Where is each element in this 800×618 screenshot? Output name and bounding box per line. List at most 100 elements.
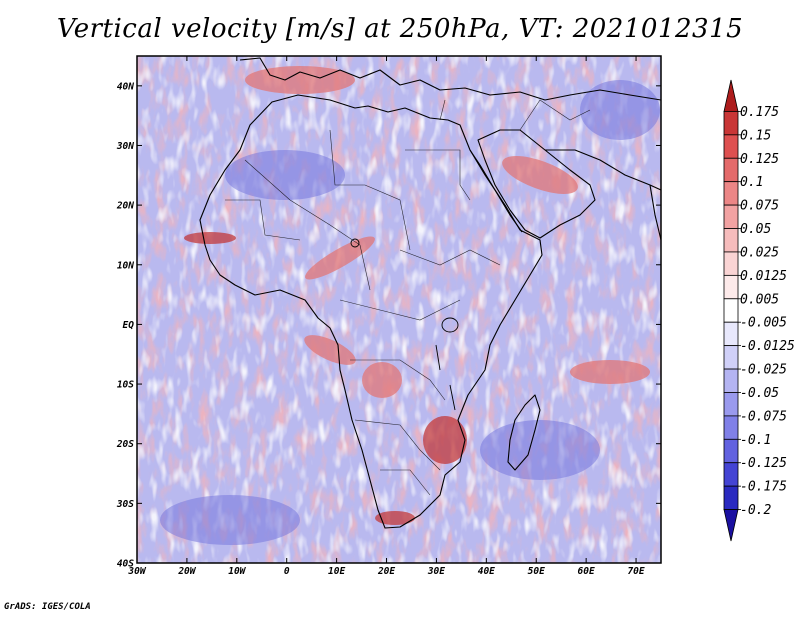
descent-region [160, 495, 300, 545]
india-coastline [649, 184, 661, 241]
lat-tick-label: 20N [116, 201, 134, 212]
country-border [380, 469, 431, 496]
ascent-region [362, 362, 402, 398]
colorbar-box [723, 134, 739, 159]
ascent-region [375, 511, 415, 525]
coastlines [199, 57, 661, 529]
ascent-region [305, 236, 375, 280]
colorbar-label: 0.1 [740, 175, 763, 190]
lake-chad [350, 238, 360, 248]
ascent-region [570, 360, 650, 384]
colorbar-box [723, 462, 739, 487]
ascent-region [245, 66, 355, 94]
lat-tick-label: 30N [116, 141, 134, 152]
lat-tick-label: 10N [117, 260, 134, 271]
country-border [244, 159, 371, 291]
lake-victoria [441, 317, 459, 333]
colorbar-box [723, 345, 739, 370]
colorbar-label: -0.125 [740, 456, 787, 471]
colorbar-arrow-top [723, 79, 739, 112]
colorbar-box [723, 298, 739, 323]
colorbar-label: -0.0125 [740, 339, 795, 354]
lon-tick-label: 30E [427, 566, 445, 577]
colorbar-box [723, 111, 739, 136]
colorbar-box [723, 228, 739, 253]
lon-tick-label: 10E [328, 566, 345, 577]
lon-tick-label: 40E [478, 566, 495, 577]
map-frame [136, 55, 662, 564]
colorbar-label: 0.15 [740, 128, 771, 143]
colorbar-label: -0.075 [740, 409, 787, 424]
lon-tick-label: 20W [177, 566, 196, 577]
country-border [339, 299, 461, 321]
ascent-region [423, 416, 467, 464]
lat-tick-label: 30S [116, 499, 134, 510]
colorbar-box [723, 251, 739, 276]
country-border [350, 359, 446, 401]
colorbar-box [723, 204, 739, 229]
colorbar-label: 0.005 [740, 292, 779, 307]
country-border [405, 149, 471, 201]
colorbar-box [723, 274, 739, 300]
lon-tick-label: 50E [528, 566, 545, 577]
colorbar-arrow-bottom [723, 509, 739, 542]
colorbar-label: -0.1 [740, 433, 771, 448]
longitude-axis: 30W 20W 10W 0 10E 20E 30E 40E 50E 60E 70E [127, 56, 645, 577]
colorbar-box [723, 485, 739, 510]
lat-tick-label: 10S [117, 380, 134, 391]
lon-tick-label: 70E [627, 566, 644, 577]
country-border [225, 199, 301, 241]
colorbar-box [723, 157, 739, 183]
europe-coastline [239, 57, 661, 101]
descent-region [580, 80, 660, 140]
colorbar-label: 0.05 [740, 222, 771, 237]
colorbar-label: -0.005 [740, 316, 787, 331]
colorbar-box [723, 392, 739, 417]
colorbar-label: -0.05 [740, 386, 779, 401]
country-border [439, 99, 446, 121]
lat-tick-label: 40N [117, 81, 134, 92]
colorbar-box [723, 415, 739, 440]
ascent-regions [184, 66, 650, 525]
colorbar-label: 0.075 [740, 199, 779, 214]
lat-tick-label: EQ [123, 320, 135, 331]
lon-tick-label: 20E [377, 566, 395, 577]
map-area [137, 56, 661, 563]
lakes [350, 238, 459, 411]
ascent-region [304, 335, 356, 365]
country-border [354, 419, 441, 471]
descent-region [225, 150, 345, 200]
country-border [329, 129, 411, 251]
ascent-region [184, 232, 236, 244]
map-title: Vertical velocity [m/s] at 250hPa, VT: 2… [56, 14, 744, 44]
colorbar-label: 0.175 [740, 105, 779, 120]
colorbar-label: 0.125 [740, 152, 779, 167]
country-border [519, 99, 591, 131]
colorbar-label: 0.025 [740, 245, 779, 260]
lake-tanganyika [435, 344, 441, 371]
colorbar-box [723, 181, 739, 206]
africa-coastline [199, 94, 543, 529]
ascent-region [502, 156, 578, 194]
grads-credit: GrADS: IGES/COLA [4, 602, 91, 612]
country-borders [225, 99, 591, 496]
colorbar-label: -0.2 [740, 503, 771, 518]
lon-tick-label: 60E [578, 566, 595, 577]
madagascar-coastline [507, 394, 541, 471]
red-sea-coastline [469, 149, 523, 233]
iran-coastline [545, 149, 661, 191]
latitude-axis: 40N 30N 20N 10N EQ 10S 20S 30S 40S [116, 81, 661, 570]
colorbar-label: -0.175 [740, 480, 787, 495]
colorbar-box [723, 438, 739, 464]
colorbar-label: 0.0125 [740, 269, 787, 284]
lon-tick-label: 10W [228, 566, 246, 577]
colorbar: 0.175 0.15 0.125 0.1 0.075 0.05 0.025 0.0125 0.0… [723, 79, 795, 542]
lake-malawi [449, 384, 456, 411]
lat-tick-label: 40S [117, 559, 134, 570]
arabia-coastline [477, 129, 596, 239]
colorbar-box [723, 321, 739, 347]
field-texture [137, 56, 661, 563]
lon-tick-label: 0 [284, 566, 290, 577]
lon-tick-label: 30W [127, 566, 146, 577]
